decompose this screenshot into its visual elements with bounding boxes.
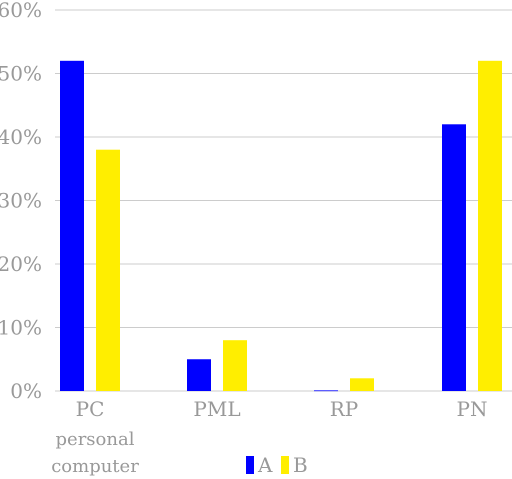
bar-b-rp bbox=[350, 378, 374, 391]
x-tick-label: PML bbox=[193, 397, 240, 421]
bar-b-pc bbox=[96, 149, 120, 391]
legend-label-a: A bbox=[257, 453, 273, 477]
y-tick-label: 50% bbox=[0, 62, 42, 86]
x-tick-sublabel: computer bbox=[51, 456, 139, 477]
x-tick-label: PC bbox=[76, 397, 105, 421]
y-tick-label: 0% bbox=[10, 379, 42, 403]
bar-a-pn bbox=[442, 124, 466, 392]
bar-a-rp bbox=[314, 390, 338, 392]
y-tick-label: 40% bbox=[0, 125, 42, 149]
y-tick-label: 20% bbox=[0, 252, 42, 276]
y-axis-ticks: 0% 10% 20% 30% 40% 50% 60% bbox=[0, 0, 42, 403]
x-tick-label: RP bbox=[330, 397, 359, 421]
legend-label-b: B bbox=[293, 453, 308, 477]
x-tick-label: PN bbox=[457, 397, 488, 421]
bar-a-pml bbox=[187, 359, 211, 391]
x-tick-sublabel: personal bbox=[56, 429, 135, 450]
gridlines bbox=[55, 9, 512, 392]
x-axis-labels: PC personal computer PML RP PN bbox=[51, 397, 487, 477]
bars bbox=[60, 60, 502, 392]
y-tick-label: 30% bbox=[0, 189, 42, 213]
bar-b-pml bbox=[223, 340, 247, 391]
legend-swatch-b bbox=[281, 456, 289, 474]
bar-a-pc bbox=[60, 60, 84, 392]
bar-b-pn bbox=[478, 60, 502, 392]
y-tick-label: 10% bbox=[0, 316, 42, 340]
y-tick-label: 60% bbox=[0, 0, 42, 22]
legend-swatch-a bbox=[246, 456, 254, 474]
